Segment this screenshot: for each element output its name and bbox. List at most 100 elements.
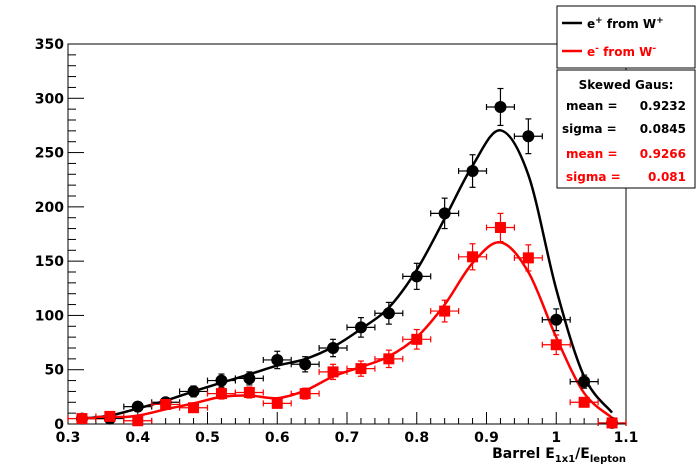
data-point-electron — [541, 334, 571, 356]
legend-label-electron: e- from W- — [587, 44, 656, 59]
data-point-positron — [290, 356, 320, 373]
data-point-electron — [513, 244, 543, 272]
data-point-electron — [123, 415, 153, 427]
marker-circle — [131, 400, 144, 413]
marker-circle — [243, 372, 256, 385]
marker-square — [411, 333, 423, 345]
data-point-electron — [430, 299, 460, 323]
data-point-electron — [458, 243, 488, 271]
x-tick-label: 0.6 — [265, 430, 290, 446]
stats-mean-value-positron: 0.9232 — [640, 99, 686, 113]
x-tick-label: 0.7 — [335, 430, 360, 446]
marker-square — [522, 252, 534, 264]
stats-mean-value-electron: 0.9266 — [640, 147, 686, 161]
stats-title: Skewed Gaus: — [579, 78, 674, 92]
x-tick-label: 0.9 — [474, 430, 499, 446]
stats-sigma-label-positron: sigma = — [562, 122, 617, 136]
data-point-positron — [123, 400, 153, 413]
x-axis-title: Barrel E1x1/Elepton — [492, 446, 626, 465]
marker-circle — [410, 270, 423, 283]
data-point-positron — [179, 385, 209, 398]
data-point-electron — [374, 349, 404, 369]
y-tick-label: 50 — [45, 363, 65, 379]
marker-circle — [494, 100, 507, 113]
data-point-positron — [234, 371, 264, 386]
legend: e+ from W+ e- from W- — [556, 5, 696, 69]
y-tick-label: 0 — [54, 417, 64, 433]
data-point-positron — [458, 154, 488, 188]
data-point-electron — [179, 402, 209, 414]
x-tick-label: 0.8 — [404, 430, 429, 446]
marker-square — [578, 396, 590, 408]
marker-circle — [271, 353, 284, 366]
marker-square — [327, 366, 339, 378]
data-point-positron — [569, 374, 599, 389]
data-point-positron — [485, 87, 516, 127]
data-point-electron — [485, 212, 516, 243]
marker-circle — [299, 358, 312, 371]
marker-circle — [354, 321, 367, 334]
x-tick-label: 1.1 — [614, 430, 639, 446]
data-point-electron — [597, 417, 627, 429]
stats-sigma-label-electron: sigma = — [566, 170, 621, 184]
marker-square — [383, 353, 395, 365]
data-point-positron — [206, 373, 236, 388]
data-point-positron — [318, 338, 348, 358]
axes: 0.3 0.4 0.5 0.6 0.7 0.8 0.9 1 1.1 0 50 100 150 200 250… — [35, 37, 639, 446]
data-point-positron — [513, 118, 543, 155]
data-point-positron — [374, 301, 404, 325]
data-point-positron — [541, 308, 571, 332]
data-point-positron — [430, 197, 460, 230]
data-point-electron — [262, 397, 292, 409]
marker-circle — [327, 342, 340, 354]
data-point-electron — [290, 387, 320, 400]
x-tick-label: 0.3 — [56, 430, 81, 446]
stats-sigma-value-electron: 0.081 — [648, 170, 686, 184]
data-point-positron — [402, 262, 432, 290]
data-point-electron — [206, 387, 236, 400]
data-point-electron — [402, 328, 432, 350]
stats-mean-label-electron: mean = — [566, 147, 618, 161]
x-tick-label: 1 — [551, 430, 561, 446]
marker-square — [132, 415, 144, 427]
marker-circle — [438, 207, 451, 220]
y-tick-label: 150 — [35, 254, 64, 270]
x-tick-label: 0.4 — [125, 430, 150, 446]
y-tick-label: 350 — [35, 37, 64, 53]
fit-curves — [81, 129, 613, 420]
legend-label-positron: e+ from W+ — [587, 16, 664, 31]
marker-circle — [522, 130, 535, 143]
marker-square — [467, 251, 479, 263]
marker-square — [243, 387, 255, 399]
marker-square — [76, 413, 88, 425]
y-tick-label: 100 — [35, 308, 64, 324]
marker-circle — [215, 374, 228, 387]
marker-circle — [578, 375, 591, 388]
marker-circle — [382, 307, 395, 320]
stats-mean-label-positron: mean = — [566, 99, 618, 113]
data-point-electron — [151, 398, 181, 410]
marker-square — [104, 410, 116, 422]
data-point-positron — [262, 350, 292, 370]
marker-circle — [466, 165, 479, 178]
x-tick-label: 0.5 — [195, 430, 220, 446]
marker-square — [550, 339, 562, 351]
marker-square — [355, 363, 367, 375]
marker-square — [494, 221, 506, 233]
stats-sigma-value-positron: 0.0845 — [640, 122, 686, 136]
data-points — [67, 87, 627, 429]
marker-square — [439, 305, 451, 317]
data-point-electron — [318, 363, 348, 381]
marker-square — [160, 398, 172, 410]
marker-square — [606, 417, 618, 429]
fit-curve-positron — [81, 129, 613, 420]
marker-square — [188, 402, 200, 414]
marker-circle — [550, 313, 563, 326]
marker-square — [215, 388, 227, 400]
y-tick-label: 250 — [35, 146, 64, 162]
data-point-electron — [67, 413, 97, 425]
data-point-positron — [346, 317, 376, 338]
data-point-electron — [569, 396, 599, 408]
data-point-electron — [346, 360, 376, 377]
